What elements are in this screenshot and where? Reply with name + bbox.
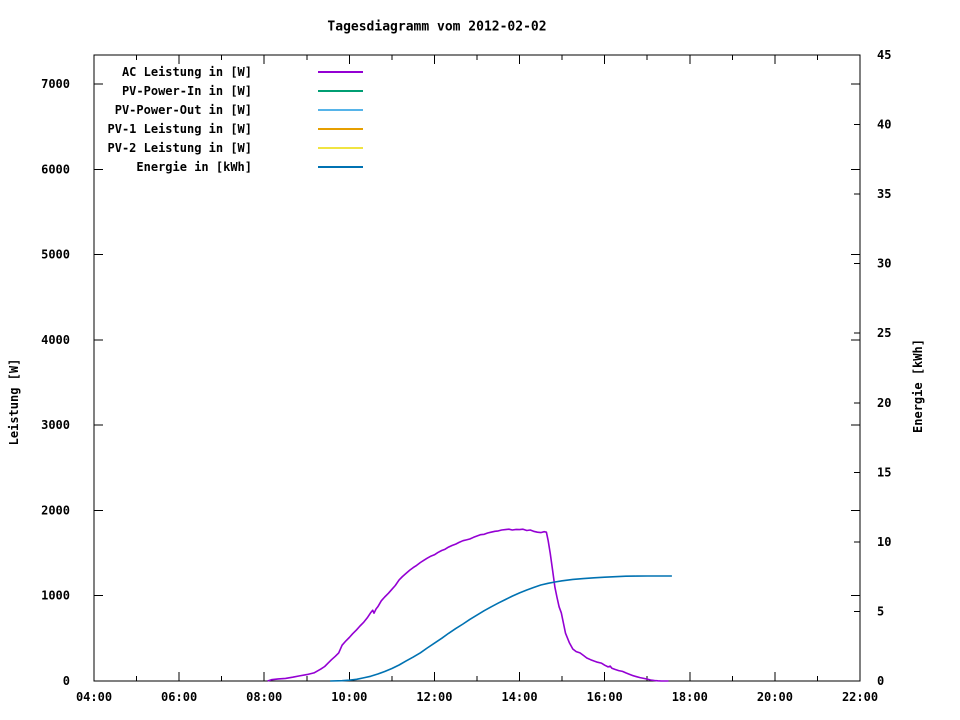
- y2-tick-label: 30: [877, 257, 891, 271]
- y2-tick-label: 20: [877, 396, 891, 410]
- y2-tick-label: 40: [877, 118, 891, 132]
- x-tick-label: 18:00: [672, 690, 708, 704]
- y-tick-label: 1000: [41, 589, 70, 603]
- y2-tick-label: 10: [877, 535, 891, 549]
- chart-title: Tagesdiagramm vom 2012-02-02: [327, 19, 547, 35]
- y-tick-label: 0: [63, 674, 70, 688]
- y2-tick-label: 35: [877, 187, 891, 201]
- y2-tick-label: 15: [877, 465, 891, 479]
- series-ac-leistung-in-w: [267, 528, 669, 682]
- legend-label-pv-power-out-in-w: PV-Power-Out in [W]: [115, 103, 252, 117]
- y2-tick-label: 45: [877, 48, 891, 62]
- x-tick-label: 10:00: [331, 690, 367, 704]
- x-tick-label: 08:00: [246, 690, 282, 704]
- y-tick-label: 6000: [41, 162, 70, 176]
- legend-label-pv-1-leistung-in-w: PV-1 Leistung in [W]: [108, 122, 253, 136]
- legend-label-ac-leistung-in-w: AC Leistung in [W]: [122, 65, 252, 79]
- y-tick-label: 5000: [41, 248, 70, 262]
- y-tick-label: 7000: [41, 77, 70, 91]
- y-tick-label: 2000: [41, 503, 70, 517]
- x-tick-label: 20:00: [757, 690, 793, 704]
- y2-tick-label: 5: [877, 604, 884, 618]
- x-tick-label: 16:00: [587, 690, 623, 704]
- y-tick-label: 3000: [41, 418, 70, 432]
- legend-label-pv-power-in-in-w: PV-Power-In in [W]: [122, 84, 252, 98]
- y2-tick-label: 25: [877, 326, 891, 340]
- x-tick-label: 06:00: [161, 690, 197, 704]
- x-tick-label: 14:00: [501, 690, 537, 704]
- x-tick-label: 12:00: [416, 690, 452, 704]
- legend-label-energie-in-kwh: Energie in [kWh]: [136, 160, 252, 174]
- x-tick-label: 22:00: [842, 690, 878, 704]
- y-tick-label: 4000: [41, 333, 70, 347]
- x-tick-label: 04:00: [76, 690, 112, 704]
- series-energie-in-kwh: [330, 575, 672, 682]
- legend-label-pv-2-leistung-in-w: PV-2 Leistung in [W]: [108, 141, 253, 155]
- y2-tick-label: 0: [877, 674, 884, 688]
